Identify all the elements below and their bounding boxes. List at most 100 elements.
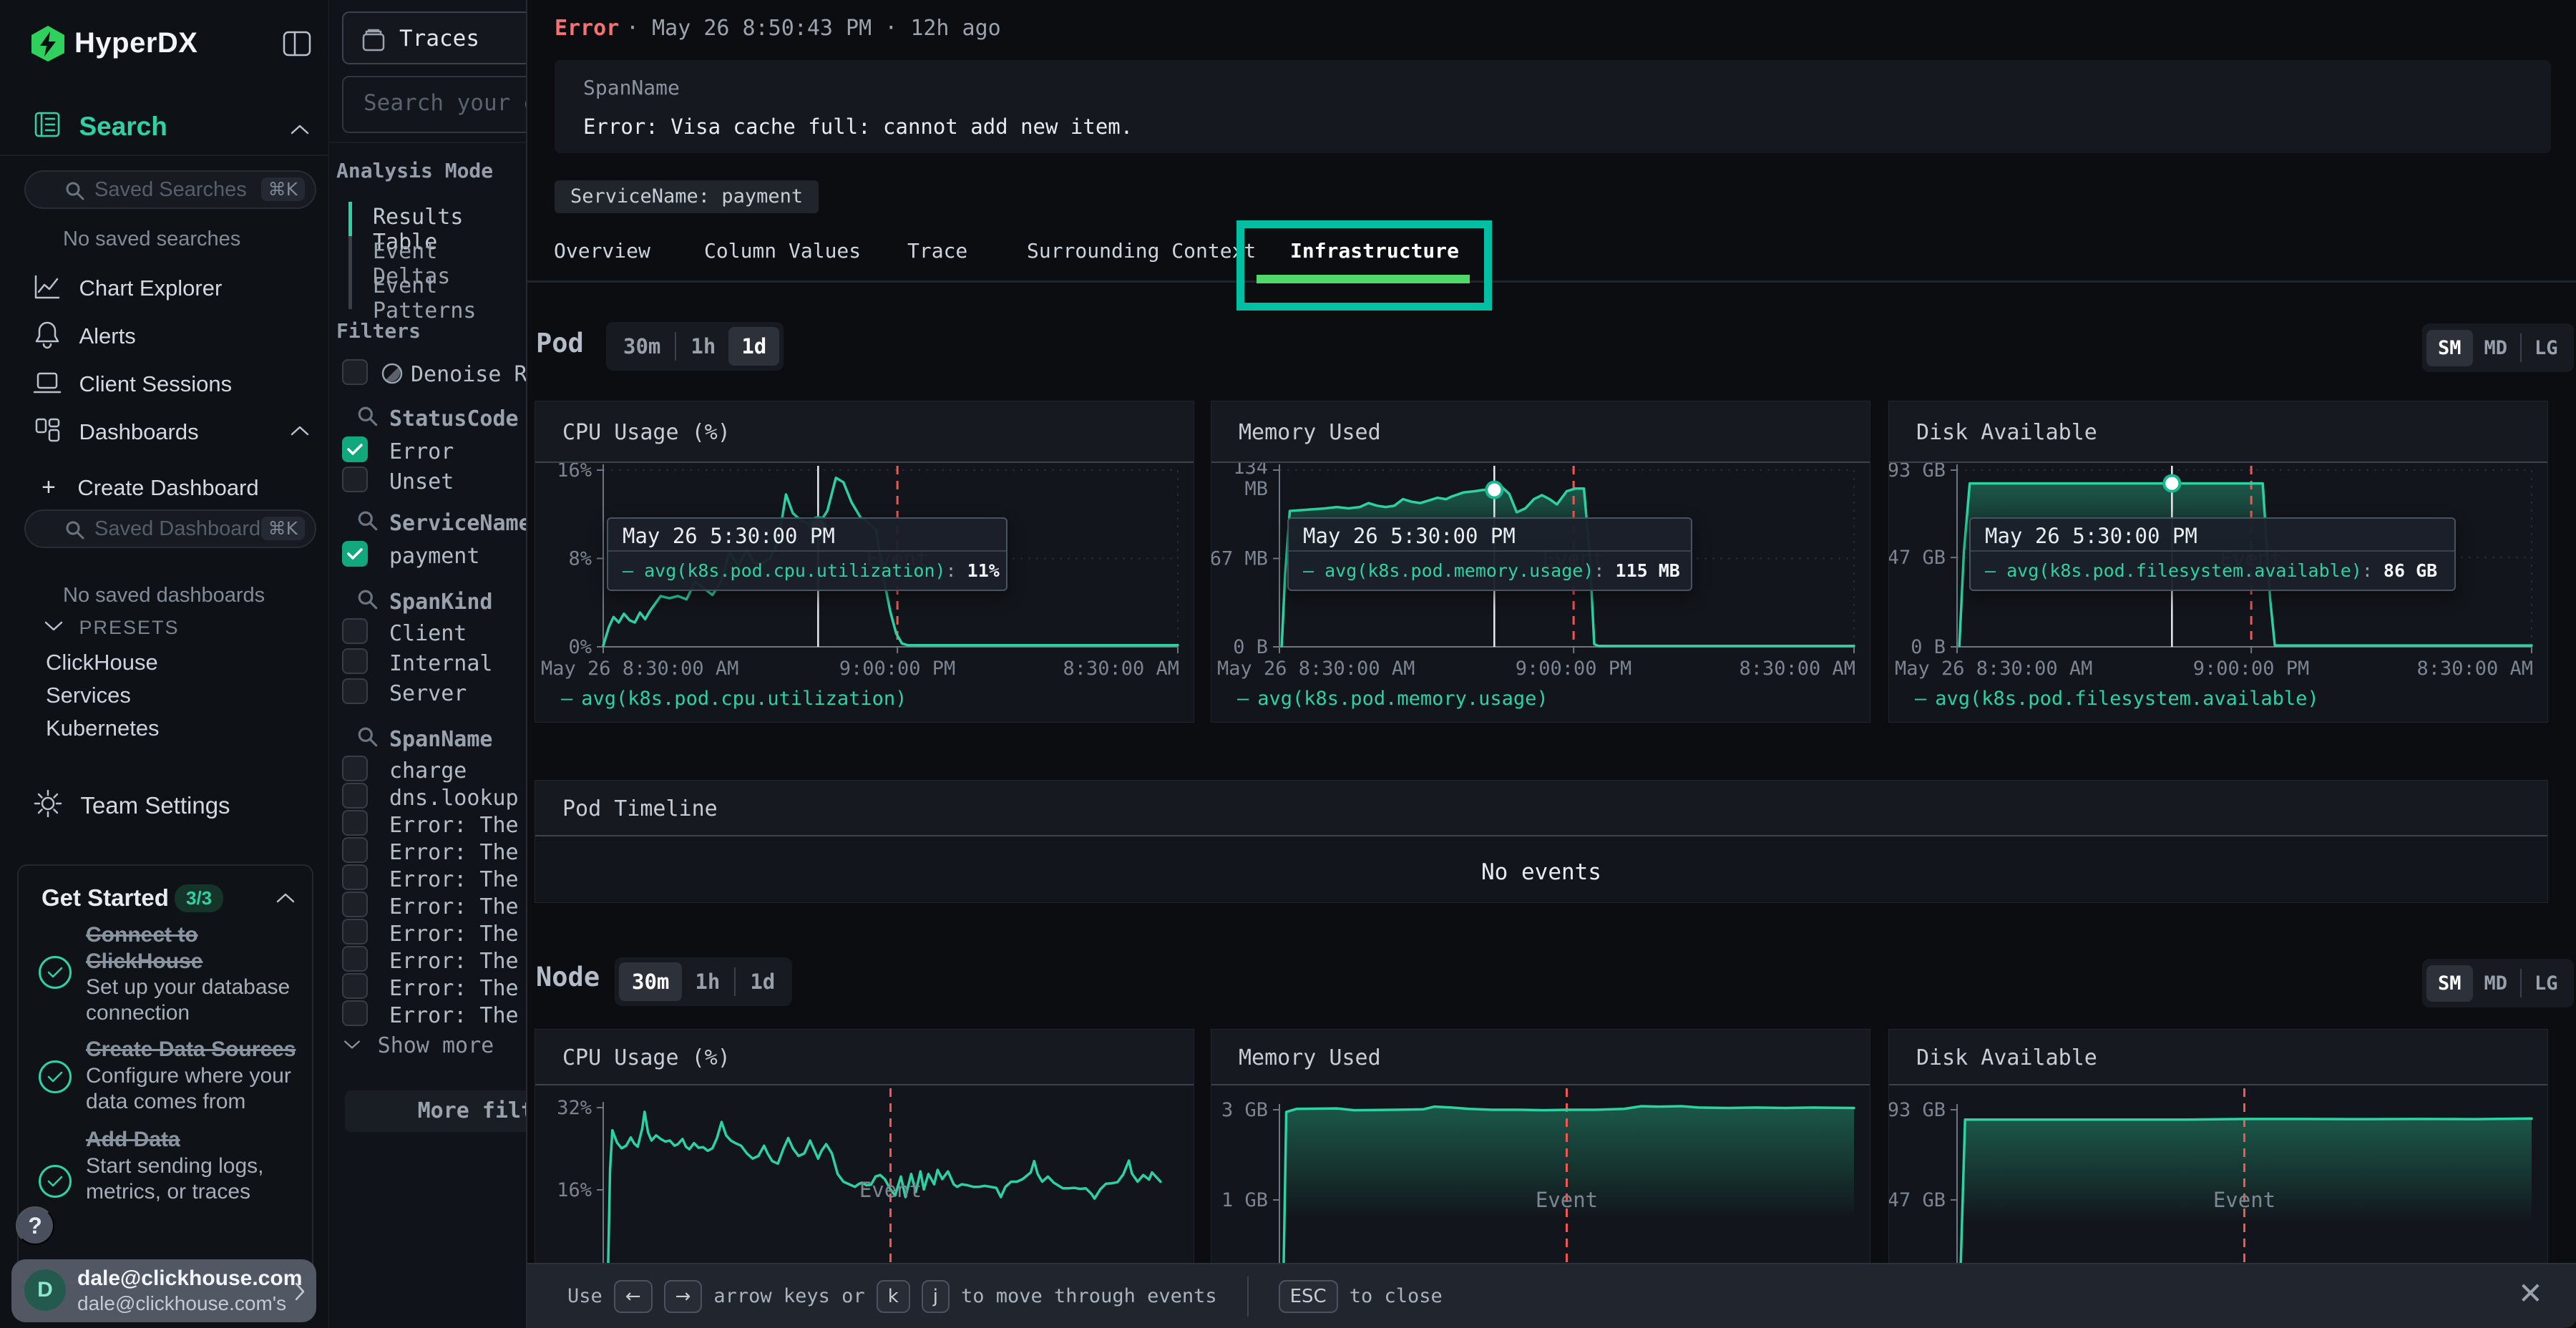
create-dashboard-button[interactable]: + Create Dashboard [42,474,259,501]
event-search-input[interactable] [364,90,526,116]
facet-option-charge[interactable]: charge [389,758,467,783]
facet-option-error-span[interactable]: Error: The cr [389,840,526,865]
search-icon[interactable] [356,509,379,535]
preset-services[interactable]: Services [46,683,131,708]
size-lg[interactable]: LG [2523,330,2570,366]
facet-option-error-span[interactable]: Error: The cr [389,922,526,947]
facet-option-dns-lookup[interactable]: dns.lookup [389,786,519,811]
saved-searches-search[interactable]: ⌘K [24,170,316,209]
size-sm[interactable]: SM [2426,329,2473,366]
sidebar-item-dashboards[interactable]: Dashboards [31,414,199,449]
checkbox-checked[interactable] [342,541,368,567]
memory-used-chart[interactable]: 3 GB 1 GB Event [1211,1085,1870,1314]
chevron-up-icon[interactable] [289,123,311,140]
facet-option-error[interactable]: Error [389,439,454,464]
divider [675,332,677,361]
divider [2520,333,2522,362]
preset-kubernetes[interactable]: Kubernetes [46,716,160,741]
checkbox[interactable] [342,648,368,674]
denoise-checkbox[interactable] [342,359,368,385]
checkbox-checked[interactable] [342,436,368,462]
mode-event-patterns[interactable]: Event Patterns [373,273,477,323]
facet-option-error-span[interactable]: Error: The cr [389,867,526,892]
facet-option-payment[interactable]: payment [389,544,480,569]
close-icon[interactable]: ✕ [2517,1276,2543,1311]
checkbox[interactable] [342,1000,368,1026]
checkbox[interactable] [342,946,368,972]
checkbox[interactable] [342,892,368,917]
checkbox[interactable] [342,919,368,944]
event-search-box[interactable] [342,76,526,133]
size-sm[interactable]: SM [2426,965,2473,1002]
sidebar-item-client-sessions[interactable]: Client Sessions [31,366,232,401]
sidebar-collapse-button[interactable] [279,26,315,64]
range-1d[interactable]: 1d [728,327,780,366]
facet-option-error-span[interactable]: Error: The cr [389,949,526,974]
checkbox[interactable] [342,783,368,809]
range-30m[interactable]: 30m [619,962,683,1001]
user-org: dale@clickhouse.com's [77,1292,287,1314]
get-started-item-title[interactable]: Create Data Sources [86,1038,296,1061]
checkbox[interactable] [342,678,368,704]
plus-icon: + [42,474,56,501]
sidebar-item-chart-explorer[interactable]: Chart Explorer [31,270,222,306]
search-icon[interactable] [356,726,379,751]
chevron-up-icon[interactable] [275,892,296,908]
checkbox[interactable] [342,837,368,863]
range-1h[interactable]: 1h [678,327,728,366]
show-more-toggle[interactable]: Show more [342,1033,494,1058]
checkbox[interactable] [342,618,368,644]
checkbox[interactable] [342,756,368,781]
size-md[interactable]: MD [2473,330,2519,366]
get-started-item-title[interactable]: Add Data [86,1128,180,1151]
facet-option-internal[interactable]: Internal [389,651,493,676]
saved-searches-input[interactable] [94,176,280,203]
service-name-tag[interactable]: ServiceName: payment [555,180,819,213]
facet-option-client[interactable]: Client [389,621,467,646]
size-lg[interactable]: LG [2523,965,2570,1002]
range-30m[interactable]: 30m [610,327,673,366]
facet-option-error-span[interactable]: Error: The cr [389,976,526,1001]
chevron-up-icon[interactable] [289,424,311,441]
tab-column-values[interactable]: Column Values [704,239,862,263]
help-button[interactable]: ? [16,1206,54,1245]
search-icon[interactable] [356,405,379,431]
facet-option-error-span[interactable]: Error: The cr [389,813,526,838]
checkbox[interactable] [342,467,368,492]
more-filters-button[interactable]: More filters [345,1090,526,1132]
size-md[interactable]: MD [2473,965,2519,1002]
source-select[interactable]: Traces [342,11,526,64]
mode-results-table[interactable]: Results Table [373,205,464,255]
mode-event-deltas[interactable]: Event Deltas [373,239,451,289]
denoise-label[interactable]: Denoise Re [411,362,526,387]
facet-option-error-span[interactable]: Error: The cr [389,894,526,919]
range-1d[interactable]: 1d [737,962,788,1001]
tab-trace[interactable]: Trace [907,239,968,263]
sidebar-item-alerts[interactable]: Alerts [31,318,136,353]
preset-clickhouse[interactable]: ClickHouse [46,650,158,675]
saved-dashboards-input[interactable] [94,515,280,542]
facet-option-error-span[interactable]: Error: The cr [389,1003,526,1028]
svg-text:1 GB: 1 GB [1221,1189,1268,1211]
saved-dashboards-search[interactable]: ⌘K [24,509,316,548]
tab-overview[interactable]: Overview [554,239,650,263]
checkbox[interactable] [342,864,368,890]
disk-available-chart[interactable]: 93 GB 47 GB Event [1889,1085,2547,1313]
get-started-item-title[interactable]: Connect to ClickHouse [86,923,203,973]
range-1h[interactable]: 1h [682,962,733,1001]
checkbox[interactable] [342,810,368,836]
search-nav-item[interactable]: Search [31,109,167,144]
facet-option-unset[interactable]: Unset [389,469,454,494]
facet-option-server[interactable]: Server [389,681,467,706]
tab-infrastructure[interactable]: Infrastructure [1290,239,1460,263]
sidebar-item-team-settings[interactable]: Team Settings [31,787,230,824]
presets-toggle[interactable]: PRESETS [43,617,180,639]
svg-text:16%: 16% [557,463,592,482]
cpu-usage-chart[interactable]: 32% 16% Event [535,1085,1194,1284]
user-chip[interactable]: D dale@clickhouse.com dale@clickhouse.co… [11,1259,316,1322]
tab-surrounding-context[interactable]: Surrounding Context [1027,239,1257,263]
chart-title: Disk Available [1916,1045,2097,1070]
search-icon[interactable] [356,588,379,614]
dashboards-grid-icon [31,414,63,449]
checkbox[interactable] [342,973,368,999]
